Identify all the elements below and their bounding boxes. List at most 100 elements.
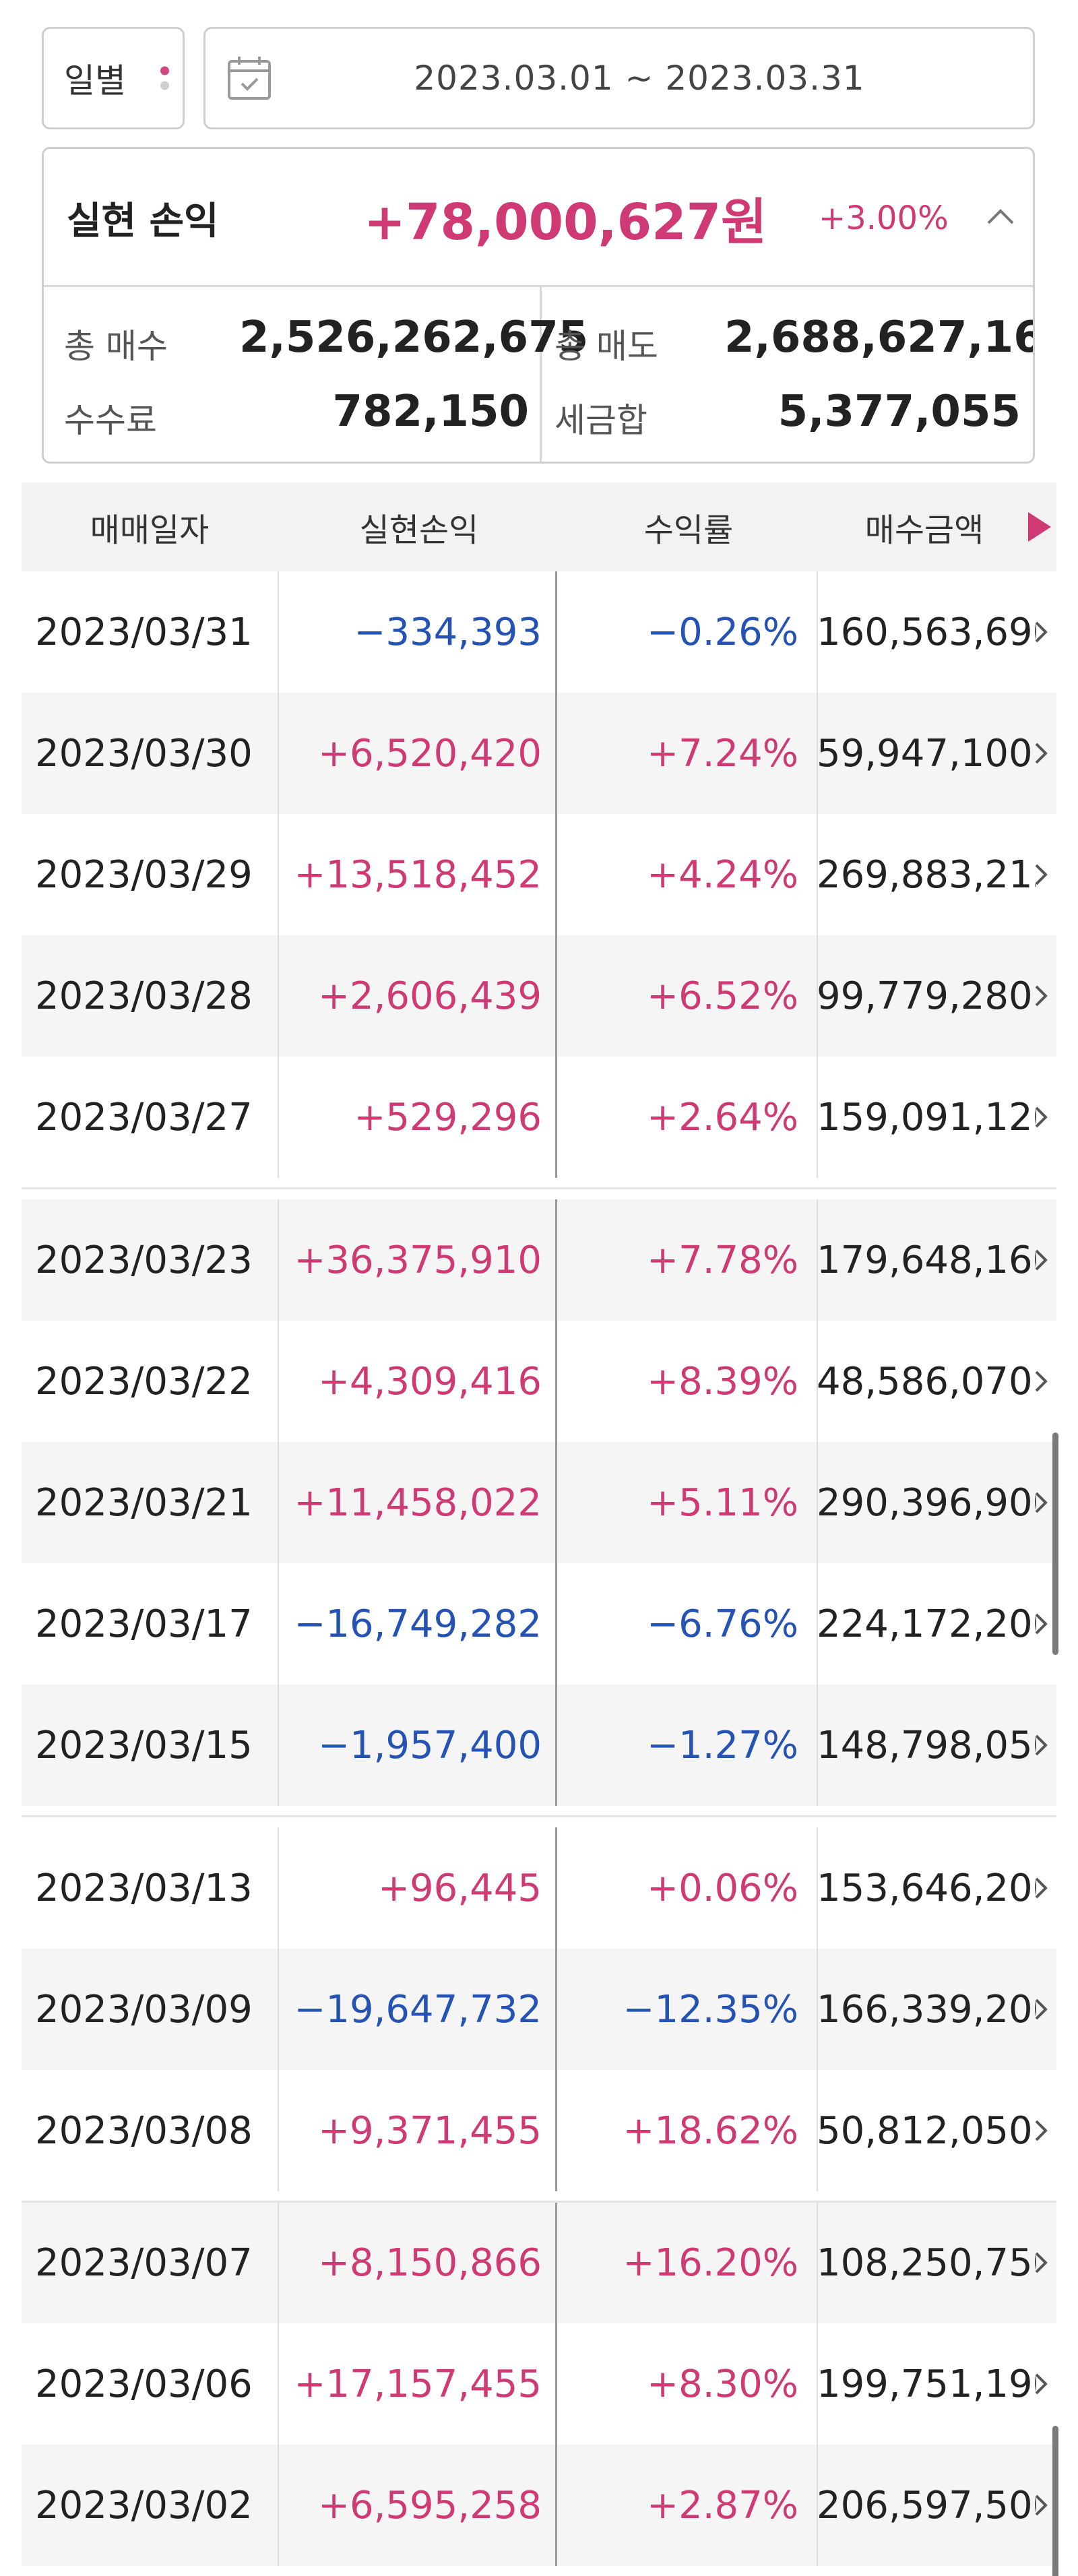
buy-amount: 50,812,050: [817, 2108, 1033, 2153]
header-return-rate: 수익률: [643, 511, 734, 549]
table-row[interactable]: 2023/03/15 −1,957,400 −1.27% 148,798,050: [22, 1685, 1056, 1806]
return-rate: −1.27%: [647, 1723, 798, 1767]
buy-amount: 199,751,190: [817, 2362, 1036, 2406]
buy-amount: 206,597,500: [817, 2483, 1036, 2527]
column-divider: [555, 2202, 557, 2566]
table-row[interactable]: 2023/03/31 −334,393 −0.26% 160,563,690: [22, 571, 1056, 693]
trade-date: 2023/03/09: [35, 1987, 253, 2032]
trade-date: 2023/03/21: [35, 1480, 253, 1525]
realized-pnl: +13,518,452: [294, 852, 542, 897]
realized-pnl: +529,296: [354, 1095, 542, 1139]
buy-amount: 159,091,120: [817, 1095, 1036, 1139]
chevron-right-icon[interactable]: [1032, 1104, 1050, 1131]
return-rate: +7.78%: [647, 1238, 798, 1282]
trade-date: 2023/03/07: [35, 2240, 253, 2285]
period-select[interactable]: 일별: [42, 27, 185, 129]
chevron-right-icon[interactable]: [1032, 2370, 1050, 2397]
chevron-right-icon[interactable]: [1032, 619, 1050, 646]
chevron-right-icon[interactable]: [1032, 982, 1050, 1009]
realized-pnl-summary: 실현 손익 +78,000,627원 +3.00% 총 매수 2,526,262…: [42, 147, 1035, 464]
chevron-right-icon[interactable]: [1032, 740, 1050, 767]
section-separator: [22, 1815, 1056, 1817]
table-row[interactable]: 2023/03/08 +9,371,455 +18.62% 50,812,050: [22, 2070, 1056, 2191]
realized-pnl: +2,606,439: [318, 974, 542, 1018]
realized-pnl: +36,375,910: [294, 1238, 542, 1282]
chevron-right-icon[interactable]: [1032, 2492, 1050, 2519]
realized-pnl: +6,595,258: [318, 2483, 542, 2527]
tax-value: 5,377,055: [778, 387, 1021, 437]
return-rate: +7.24%: [647, 731, 798, 776]
realized-pnl: +17,157,455: [294, 2362, 542, 2406]
return-rate: +18.62%: [623, 2108, 798, 2153]
column-divider: [817, 1827, 818, 2191]
chevron-right-icon[interactable]: [1032, 1489, 1050, 1516]
buy-amount: 99,779,280: [817, 974, 1033, 1018]
table-row[interactable]: 2023/03/17 −16,749,282 −6.76% 224,172,200: [22, 1563, 1056, 1685]
buy-amount: 59,947,100: [817, 731, 1033, 776]
summary-details: 총 매수 2,526,262,675 수수료 782,150 총 매도 2,68…: [44, 287, 1033, 462]
table-row[interactable]: 2023/03/21 +11,458,022 +5.11% 290,396,900: [22, 1442, 1056, 1563]
scrollbar-thumb[interactable]: [1052, 2426, 1058, 2576]
column-divider: [278, 2202, 279, 2566]
header-buy-amount: 매수금액: [864, 511, 984, 549]
buy-amount: 148,798,050: [817, 1723, 1036, 1767]
buy-amount: 224,172,200: [817, 1602, 1036, 1646]
header-trade-date: 매매일자: [90, 511, 210, 549]
buy-amount: 269,883,215: [817, 852, 1036, 897]
fee-label: 수수료: [64, 401, 157, 440]
return-rate: −6.76%: [647, 1602, 798, 1646]
trade-date: 2023/03/06: [35, 2362, 253, 2406]
table-row[interactable]: 2023/03/13 +96,445 +0.06% 153,646,200: [22, 1827, 1056, 1949]
chevron-right-icon[interactable]: [1032, 1996, 1050, 2023]
chevron-right-icon[interactable]: [1032, 1610, 1050, 1637]
table-row[interactable]: 2023/03/07 +8,150,866 +16.20% 108,250,750: [22, 2202, 1056, 2323]
total-buy-label: 총 매수: [64, 327, 168, 366]
chevron-right-icon[interactable]: [1032, 1368, 1050, 1395]
chevron-right-icon[interactable]: [1032, 861, 1050, 888]
section-separator: [22, 1187, 1056, 1189]
calendar-icon: [228, 57, 271, 100]
chevron-right-icon[interactable]: [1032, 1875, 1050, 1902]
section-separator: [22, 2201, 1056, 2203]
table-row[interactable]: 2023/03/28 +2,606,439 +6.52% 99,779,280: [22, 935, 1056, 1057]
date-range-picker[interactable]: 2023.03.01 ~ 2023.03.31: [203, 27, 1035, 129]
chevron-right-icon[interactable]: [1032, 2249, 1050, 2276]
chevron-right-icon[interactable]: [1032, 2117, 1050, 2144]
triangle-right-icon[interactable]: [1028, 512, 1051, 542]
table-row[interactable]: 2023/03/30 +6,520,420 +7.24% 59,947,100: [22, 693, 1056, 814]
scrollbar-thumb[interactable]: [1052, 1433, 1058, 1655]
realized-pnl: +96,445: [378, 1866, 542, 1910]
table-row[interactable]: 2023/03/06 +17,157,455 +8.30% 199,751,190: [22, 2323, 1056, 2445]
return-rate: +4.24%: [647, 852, 798, 897]
trade-date: 2023/03/08: [35, 2108, 253, 2153]
realized-pnl: +4,309,416: [318, 1359, 542, 1404]
table-row[interactable]: 2023/03/23 +36,375,910 +7.78% 179,648,160: [22, 1199, 1056, 1321]
return-rate: +5.11%: [647, 1480, 798, 1525]
chevron-right-icon[interactable]: [1032, 1247, 1050, 1274]
trade-date: 2023/03/27: [35, 1095, 253, 1139]
column-divider: [817, 1199, 818, 1806]
realized-pnl-amount: +78,000,627원: [364, 193, 767, 251]
chevron-right-icon[interactable]: [1032, 1732, 1050, 1759]
trade-date: 2023/03/31: [35, 610, 253, 654]
return-rate: +2.87%: [647, 2483, 798, 2527]
trade-date: 2023/03/15: [35, 1723, 253, 1767]
column-divider: [817, 571, 818, 1178]
realized-pnl: +6,520,420: [318, 731, 542, 776]
table-row[interactable]: 2023/03/09 −19,647,732 −12.35% 166,339,200: [22, 1949, 1056, 2070]
column-divider: [555, 571, 557, 1178]
realized-pnl: +8,150,866: [318, 2240, 542, 2285]
table-row[interactable]: 2023/03/22 +4,309,416 +8.39% 48,586,070: [22, 1321, 1056, 1442]
return-rate: +0.06%: [647, 1866, 798, 1910]
chevron-up-icon[interactable]: [980, 196, 1021, 237]
total-buy-value: 2,526,262,675: [239, 313, 589, 363]
table-row[interactable]: 2023/03/27 +529,296 +2.64% 159,091,120: [22, 1057, 1056, 1178]
return-rate: +6.52%: [647, 974, 798, 1018]
summary-title: 실현 손익: [67, 199, 219, 243]
return-rate: −0.26%: [647, 610, 798, 654]
table-row[interactable]: 2023/03/29 +13,518,452 +4.24% 269,883,215: [22, 814, 1056, 935]
trade-date: 2023/03/02: [35, 2483, 253, 2527]
table-row[interactable]: 2023/03/02 +6,595,258 +2.87% 206,597,500: [22, 2445, 1056, 2566]
summary-header: 실현 손익 +78,000,627원 +3.00%: [44, 149, 1033, 287]
return-rate: +8.39%: [647, 1359, 798, 1404]
